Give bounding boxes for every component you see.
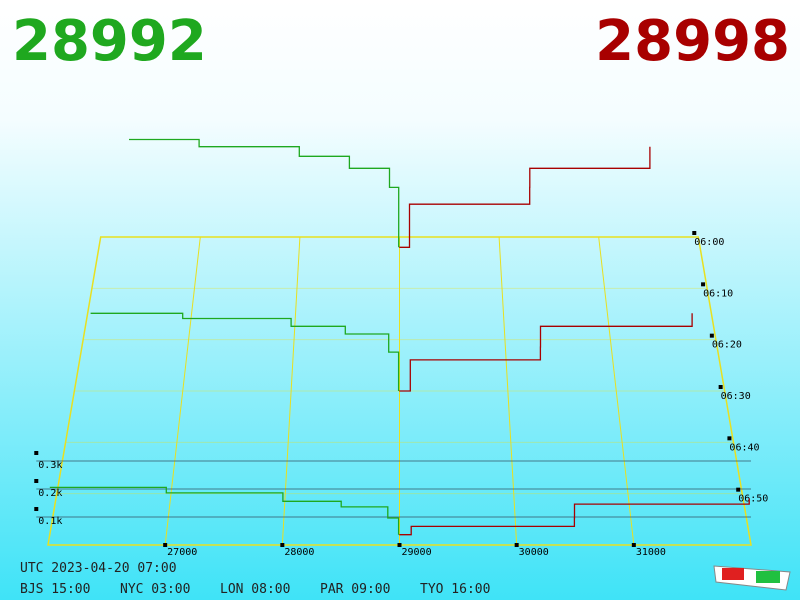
x-tick-label: 29000 [402, 547, 432, 558]
y-tick-mark [34, 479, 39, 483]
bid-depth-line [90, 312, 400, 391]
x-tick-mark [514, 543, 519, 547]
z-tick-label: 06:50 [738, 494, 768, 505]
city-time: PAR 09:00 [320, 582, 390, 597]
z-tick-label: 06:30 [721, 391, 751, 402]
city-time: LON 08:00 [220, 582, 290, 597]
z-tick-label: 06:40 [729, 442, 759, 453]
x-tick-mark [631, 543, 636, 547]
z-tick-label: 06:10 [703, 288, 733, 299]
x-tick-mark [397, 543, 402, 547]
city-time: TYO 16:00 [420, 582, 490, 597]
x-tick-label: 28000 [284, 547, 314, 558]
utc-time: UTC 2023-04-20 07:00 [20, 561, 177, 576]
z-tick-label: 06:20 [712, 340, 742, 351]
x-tick-label: 30000 [519, 547, 549, 558]
z-tick-mark [692, 231, 697, 235]
y-tick-label: 0.3k [38, 460, 62, 471]
z-tick-mark [736, 487, 741, 492]
z-tick-mark [709, 333, 714, 338]
z-tick-mark [727, 436, 732, 441]
y-tick-label: 0.1k [38, 516, 62, 527]
x-grid-line [498, 236, 518, 546]
x-tick-mark [280, 543, 285, 547]
bid-depth-line [129, 138, 400, 248]
x-tick-label: 31000 [636, 547, 666, 558]
bid-depth-line [49, 486, 400, 535]
ask-depth-line [399, 146, 651, 248]
city-time: NYC 03:00 [120, 582, 190, 597]
3d-glasses-icon [713, 565, 791, 591]
ask-depth-line [399, 313, 693, 392]
x-tick-label: 27000 [167, 547, 197, 558]
y-tick-mark [34, 507, 39, 511]
x-tick-mark [163, 543, 168, 547]
x-grid-line [164, 236, 201, 546]
x-grid-line [598, 236, 635, 546]
ask-depth-line [399, 498, 750, 536]
y-tick-mark [34, 451, 39, 455]
best-ask: 28998 [595, 9, 790, 74]
z-tick-mark [701, 282, 706, 287]
x-grid-line [281, 236, 301, 546]
best-bid: 28992 [12, 9, 207, 74]
z-tick-mark [718, 385, 723, 389]
z-tick-label: 06:00 [694, 237, 724, 248]
y-tick-label: 0.2k [38, 488, 62, 499]
city-time: BJS 15:00 [20, 582, 90, 597]
